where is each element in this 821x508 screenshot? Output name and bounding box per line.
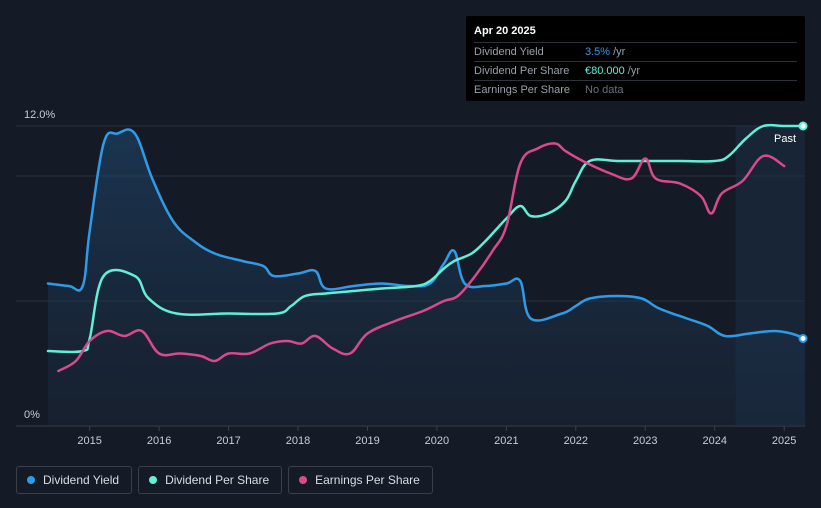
tooltip-row-dividend-per-share: Dividend Per Share €80.000 /yr [474, 62, 797, 81]
x-tick-label: 2022 [564, 435, 588, 447]
x-tick-label: 2024 [702, 435, 726, 447]
tooltip-value: €80.000 [585, 65, 625, 77]
y-axis-top-label: 12.0% [24, 109, 55, 121]
x-tick-label: 2021 [494, 435, 518, 447]
x-tick-label: 2020 [425, 435, 449, 447]
legend-item-dividend-yield[interactable]: Dividend Yield [16, 466, 133, 494]
legend-label: Dividend Per Share [165, 473, 270, 487]
tooltip-date: Apr 20 2025 [474, 22, 797, 43]
x-tick-label: 2023 [633, 435, 657, 447]
x-tick-label: 2019 [355, 435, 379, 447]
tooltip-label: Dividend Yield [474, 46, 544, 58]
legend-dot-icon [27, 476, 35, 484]
dividend-per-share-line [46, 123, 807, 354]
tooltip-unit: /yr [627, 65, 640, 77]
tooltip: Apr 20 2025 Dividend Yield 3.5% /yr Divi… [466, 16, 805, 101]
legend-item-dividend-per-share[interactable]: Dividend Per Share [138, 466, 283, 494]
dividend-yield-area [48, 129, 805, 426]
tooltip-unit: /yr [613, 46, 626, 58]
legend-dot-icon [149, 476, 158, 484]
x-tick-label: 2018 [286, 435, 310, 447]
dividend-yield-end-marker [798, 334, 808, 343]
tooltip-label: Earnings Per Share [474, 84, 570, 96]
tooltip-label: Dividend Per Share [474, 65, 570, 77]
tooltip-row-dividend-yield: Dividend Yield 3.5% /yr [474, 43, 797, 62]
legend-dot-icon [299, 476, 308, 484]
dividend-yield-line [46, 128, 807, 340]
tooltip-value: 3.5% [585, 46, 611, 58]
legend-label: Dividend Yield [43, 473, 120, 487]
x-tick-label: 2025 [772, 435, 796, 447]
tooltip-value: No data [585, 84, 624, 96]
legend: Dividend Yield Dividend Per Share Earnin… [16, 466, 433, 494]
x-tick-label: 2015 [77, 435, 101, 447]
x-tick-label: 2016 [147, 435, 171, 447]
earnings-per-share-line [57, 142, 786, 373]
dividend-per-share-end-marker [798, 121, 808, 131]
legend-label: Earnings Per Share [315, 473, 420, 487]
past-label: Past [774, 133, 796, 145]
legend-item-earnings-per-share[interactable]: Earnings Per Share [288, 466, 433, 494]
y-axis-bottom-label: 0% [24, 409, 40, 421]
x-tick-label: 2017 [216, 435, 240, 447]
tooltip-row-earnings-per-share: Earnings Per Share No data [474, 81, 797, 99]
